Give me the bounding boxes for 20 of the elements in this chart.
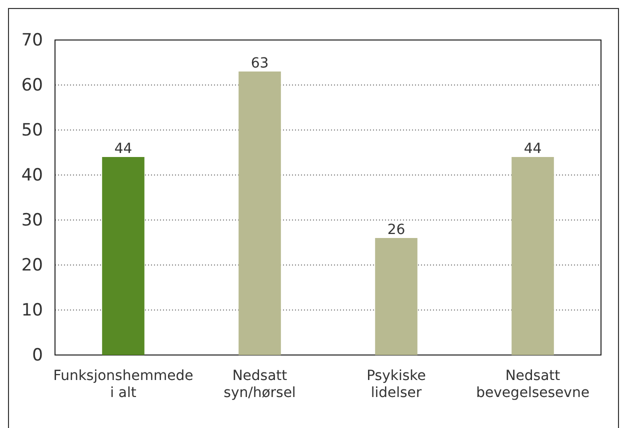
y-tick-label: 10 [21, 300, 43, 320]
data-label: 44 [524, 141, 542, 157]
bar [102, 157, 144, 355]
bar [375, 238, 418, 355]
y-tick-label: 60 [21, 75, 43, 96]
bar [512, 157, 554, 355]
y-tick-label: 40 [21, 165, 43, 186]
x-tick-label: Nedsatt bevegelsesevne [476, 368, 590, 401]
y-tick-label: 50 [21, 120, 43, 140]
x-tick-label: Funksjonshemmede i alt [53, 368, 194, 401]
y-tick-label: 20 [21, 255, 43, 276]
x-tick-label: Psykiske lidelser [366, 368, 426, 401]
y-tick-label: 30 [21, 210, 43, 230]
y-tick-label: 70 [21, 30, 43, 50]
x-tick-label: Nedsatt syn/hørsel [224, 368, 296, 401]
data-label: 44 [114, 141, 132, 157]
y-tick-label: 0 [32, 345, 43, 366]
bar [238, 72, 281, 355]
data-label: 26 [387, 222, 406, 238]
data-label: 63 [250, 56, 269, 72]
